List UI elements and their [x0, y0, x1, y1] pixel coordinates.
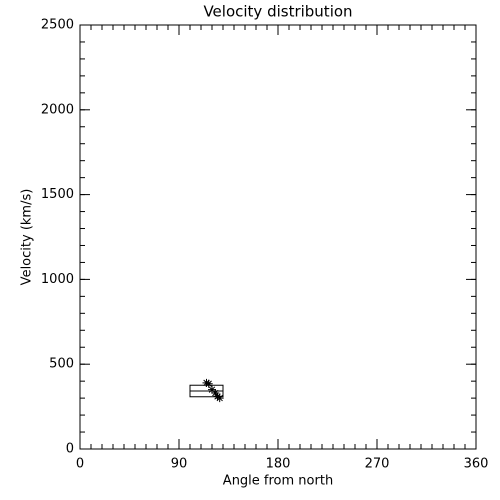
x-tick-label: 180: [266, 457, 291, 472]
y-tick-label: 1500: [41, 187, 74, 202]
x-tick-label: 360: [464, 457, 489, 472]
y-tick-label: 500: [49, 357, 74, 372]
y-tick-label: 2000: [41, 102, 74, 117]
point: [204, 379, 213, 388]
x-axis-label: Angle from north: [223, 474, 333, 489]
plot-frame: [79, 24, 477, 450]
point: [211, 389, 220, 398]
y-tick-label: 0: [66, 442, 74, 457]
chart-title: Velocity distribution: [203, 3, 352, 21]
point: [215, 394, 224, 403]
point: [208, 385, 216, 394]
x-tick-label: 90: [171, 457, 188, 472]
point: [202, 378, 211, 387]
y-axis-label: Velocity (km/s): [20, 189, 35, 286]
y-tick-label: 2500: [41, 18, 74, 33]
y-tick-label: 1000: [41, 272, 74, 287]
x-tick-label: 0: [76, 457, 84, 472]
x-tick-label: 270: [365, 457, 390, 472]
